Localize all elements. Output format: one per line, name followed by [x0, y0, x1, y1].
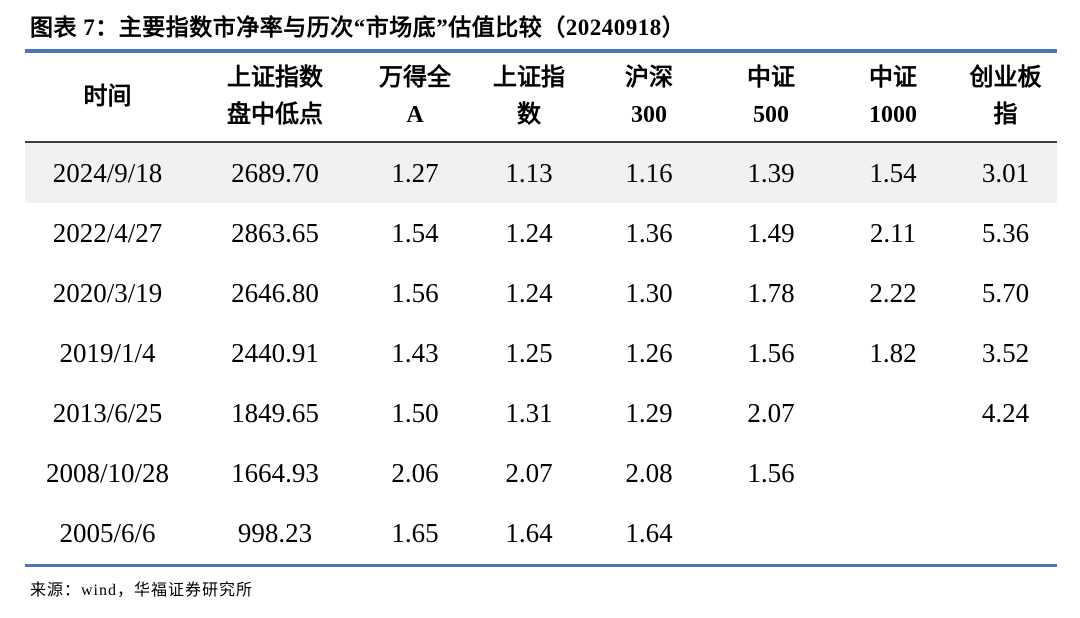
column-header-time: 时间 [25, 53, 190, 141]
table-cell: 1.24 [505, 277, 553, 308]
table-cell: 1.82 [869, 337, 917, 368]
table-cell: 1.54 [869, 157, 917, 188]
column-header-label: 时间 [83, 83, 132, 110]
column-header-label: 创业板 [969, 65, 1042, 91]
column-header-label: 指 [993, 102, 1018, 128]
column-header-wind-all-a: 万得全 A [360, 53, 470, 141]
column-header-label: 数 [517, 102, 541, 128]
cell-date: 2019/1/4 [59, 337, 156, 368]
table-cell: 1.56 [391, 277, 439, 308]
table-cell: 1.78 [747, 277, 795, 308]
top-divider [25, 49, 1057, 53]
table-cell: 1.43 [391, 337, 439, 368]
cell-date: 2008/10/28 [45, 457, 169, 488]
cell-date: 2013/6/25 [52, 397, 163, 428]
table-body: 2024/9/18 2689.70 1.27 1.13 1.16 1.39 1.… [25, 143, 1057, 563]
table-row: 2019/1/4 2440.91 1.43 1.25 1.26 1.56 1.8… [25, 323, 1057, 383]
table-cell: 998.23 [237, 517, 313, 548]
table-cell: 2440.91 [231, 337, 319, 368]
table-row: 2022/4/27 2863.65 1.54 1.24 1.36 1.49 2.… [25, 203, 1057, 263]
table-cell: 1.16 [625, 157, 673, 188]
table-cell: 1.65 [391, 517, 439, 548]
table-cell: 1.29 [625, 397, 673, 428]
table-cell: 1849.65 [231, 397, 319, 428]
source-note: 来源：wind，华福证券研究所 [30, 582, 254, 599]
cell-date: 2005/6/6 [59, 517, 156, 548]
column-header-label: 1000 [869, 102, 917, 128]
table-cell: 2863.65 [231, 217, 319, 248]
table-cell: 1.27 [391, 157, 439, 188]
table-cell: 1.54 [391, 217, 439, 248]
report-figure-page: 图表 7：主要指数市净率与历次“市场底”估值比较（20240918） 时间 上证… [0, 13, 1080, 618]
column-header-label: 中证 [747, 65, 795, 91]
column-header-chinext: 创业板指 [954, 53, 1057, 141]
table-cell: 3.01 [981, 157, 1030, 188]
table-cell: 1.24 [505, 217, 553, 248]
column-header-csi1000: 中证 1000 [832, 53, 954, 141]
table-cell: 1.64 [625, 517, 673, 548]
table-row: 2013/6/25 1849.65 1.50 1.31 1.29 2.07 4.… [25, 383, 1057, 443]
cell-date: 2022/4/27 [52, 217, 163, 248]
table-cell: 1.36 [625, 217, 673, 248]
column-header-label: 盘中低点 [227, 102, 323, 128]
table-cell: 1.25 [505, 337, 553, 368]
table-cell: 2.11 [869, 217, 917, 248]
table-cell: 1.39 [747, 157, 795, 188]
table-cell: 1.31 [505, 397, 553, 428]
column-header-label: 300 [631, 102, 667, 128]
table-row: 2008/10/28 1664.93 2.06 2.07 2.08 1.56 [25, 443, 1057, 503]
table-cell: 1.26 [625, 337, 673, 368]
table-cell: 1664.93 [231, 457, 319, 488]
table-cell: 1.13 [505, 157, 553, 188]
table-row: 2020/3/19 2646.80 1.56 1.24 1.30 1.78 2.… [25, 263, 1057, 323]
cell-date: 2024/9/18 [52, 157, 163, 188]
table-cell: 1.56 [747, 337, 795, 368]
table-cell: 2.07 [505, 457, 553, 488]
column-header-sse-intraday-low: 上证指数 盘中低点 [190, 53, 360, 141]
column-header-label: 上证指 [493, 65, 565, 91]
table-row: 2024/9/18 2689.70 1.27 1.13 1.16 1.39 1.… [25, 143, 1057, 203]
column-header-label: 上证指数 [227, 65, 323, 91]
table-cell: 2646.80 [231, 277, 319, 308]
table-cell: 1.49 [747, 217, 795, 248]
column-header-label: 500 [753, 102, 789, 128]
table-cell: 1.64 [505, 517, 553, 548]
table-cell: 2689.70 [231, 157, 319, 188]
table-cell: 2.08 [625, 457, 673, 488]
table-header-row: 时间 上证指数 盘中低点 万得全 A 上证指数 沪深 300 中证 500 中证 1000… [25, 53, 1057, 141]
table-cell: 2.06 [391, 457, 439, 488]
table-cell: 2.07 [747, 397, 795, 428]
table-cell: 3.52 [981, 337, 1030, 368]
column-header-sse-index: 上证指数 [470, 53, 588, 141]
column-header-label: 中证 [869, 65, 917, 91]
table-cell: 4.24 [981, 397, 1030, 428]
table-cell: 5.36 [981, 217, 1030, 248]
column-header-label: A [406, 102, 424, 128]
column-header-csi300: 沪深 300 [588, 53, 710, 141]
figure-title: 图表 7：主要指数市净率与历次“市场底”估值比较（20240918） [30, 15, 686, 40]
table-cell: 1.50 [391, 397, 439, 428]
column-header-label: 万得全 [379, 65, 451, 91]
table-cell: 1.30 [625, 277, 673, 308]
table-row: 2005/6/6 998.23 1.65 1.64 1.64 [25, 503, 1057, 563]
cell-date: 2020/3/19 [52, 277, 163, 308]
column-header-csi500: 中证 500 [710, 53, 832, 141]
valuation-table: 时间 上证指数 盘中低点 万得全 A 上证指数 沪深 300 中证 500 中证 1000… [25, 53, 1057, 563]
table-cell: 2.22 [869, 277, 917, 308]
table-cell: 1.56 [747, 457, 795, 488]
table-cell: 5.70 [981, 277, 1030, 308]
header-divider [25, 141, 1057, 143]
bottom-divider [25, 564, 1057, 567]
column-header-label: 沪深 [625, 65, 673, 91]
